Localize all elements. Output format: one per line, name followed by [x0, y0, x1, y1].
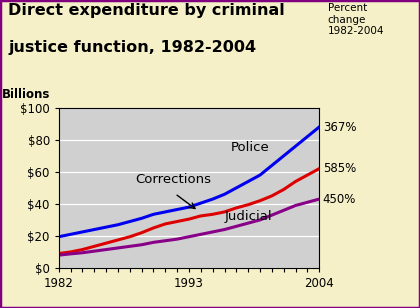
Text: 450%: 450%: [323, 192, 356, 206]
Text: justice function, 1982-2004: justice function, 1982-2004: [8, 40, 257, 55]
Text: Percent
change
1982-2004: Percent change 1982-2004: [328, 3, 384, 36]
Text: 367%: 367%: [323, 120, 356, 134]
Text: Billions: Billions: [2, 88, 50, 101]
Text: 585%: 585%: [323, 162, 356, 175]
Text: Judicial: Judicial: [225, 210, 272, 223]
Text: Direct expenditure by criminal: Direct expenditure by criminal: [8, 3, 285, 18]
Text: Corrections: Corrections: [136, 173, 212, 186]
Text: Police: Police: [231, 141, 269, 154]
